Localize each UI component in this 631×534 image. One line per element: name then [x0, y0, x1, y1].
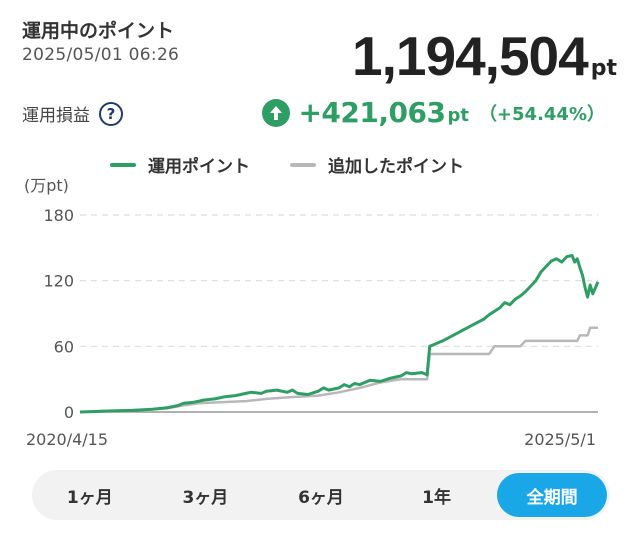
legend-swatch-added [290, 162, 316, 167]
period-tabs: 1ヶ月 3ヶ月 6ヶ月 1年 全期間 [32, 470, 610, 520]
chart-series [79, 254, 600, 414]
chart-legend: 運用ポイント 追加したポイント [110, 152, 504, 177]
y-axis-label: (万pt) [24, 176, 69, 195]
profit-loss-label: 運用損益 [22, 106, 90, 126]
y-tick-label: 180 [43, 206, 74, 225]
legend-label-invested: 運用ポイント [148, 157, 250, 177]
period-tab-0[interactable]: 1ヶ月 [66, 487, 113, 508]
total-points: 1,194,504 pt [352, 24, 617, 88]
profit-loss-value: +421,063 [298, 96, 446, 129]
chart-grid [80, 214, 598, 413]
total-points-unit: pt [590, 56, 617, 81]
y-tick-label: 0 [64, 403, 74, 422]
legend-item-invested: 運用ポイント [110, 152, 250, 177]
period-tab-3[interactable]: 1年 [422, 487, 451, 508]
series-line-added [79, 326, 598, 414]
series-line-invested [79, 254, 600, 414]
total-points-value: 1,194,504 [352, 25, 589, 87]
profit-loss: +421,063 pt （+54.44%） [262, 96, 605, 129]
x-axis-end-label: 2025/5/1 [524, 430, 596, 449]
legend-label-added: 追加したポイント [328, 157, 464, 177]
period-tab-4[interactable]: 全期間 [497, 473, 607, 517]
points-chart: (万pt) 0 60 120 180 2020/4/15 2025/5/1 [24, 176, 600, 449]
y-tick-label: 60 [54, 337, 74, 356]
timestamp: 2025/05/01 06:26 [22, 45, 180, 65]
profit-loss-label-row: 運用損益 ? [22, 101, 123, 126]
profit-loss-percent: （+54.44%） [478, 103, 605, 125]
help-icon[interactable]: ? [99, 101, 123, 126]
legend-swatch-invested [110, 162, 136, 167]
profit-loss-unit: pt [447, 105, 469, 126]
period-tab-1[interactable]: 3ヶ月 [182, 487, 229, 508]
y-axis-ticks: 0 60 120 180 [43, 206, 74, 422]
x-axis-start-label: 2020/4/15 [26, 430, 108, 449]
page-title: 運用中のポイント [22, 20, 175, 42]
period-tab-2[interactable]: 6ヶ月 [298, 487, 344, 508]
y-tick-label: 120 [43, 272, 74, 291]
arrow-up-icon [262, 98, 291, 127]
legend-item-added: 追加したポイント [290, 152, 464, 177]
